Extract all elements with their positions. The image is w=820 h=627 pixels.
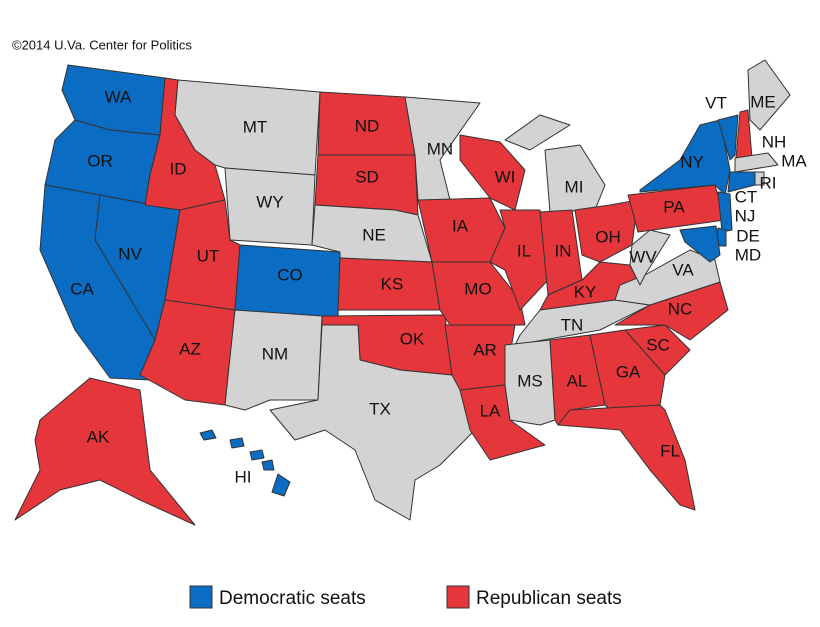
state-label: VA [672, 260, 694, 279]
state-label: RI [760, 173, 777, 192]
state-labels: WA OR CA NV ID MT WY UT CO AZ NM ND SD NE KS OK TX MN IA MO… [70, 87, 807, 486]
state-region [679, 225, 721, 263]
state-region [557, 404, 696, 511]
state-label: WA [105, 87, 132, 106]
state-label: CA [70, 279, 94, 298]
state-label: FL [660, 441, 680, 460]
state-label: ME [750, 92, 776, 111]
state-region [269, 324, 476, 521]
state-label: KY [574, 282, 597, 301]
state-label: IN [555, 241, 572, 260]
state-label: AZ [179, 339, 201, 358]
state-label: WI [495, 167, 516, 186]
state-label: IL [517, 241, 531, 260]
state-label: NH [762, 132, 787, 151]
state-label: MN [427, 139, 453, 158]
state-label: IA [452, 216, 469, 235]
state-region [629, 229, 671, 286]
state-region [727, 171, 756, 193]
state-region [639, 119, 731, 196]
state-label: MO [464, 279, 491, 298]
state-label: NJ [735, 206, 756, 225]
state-label: SC [646, 335, 670, 354]
state-label: KS [381, 274, 404, 293]
legend-swatch [189, 585, 213, 609]
legend-label: Democratic seats [219, 588, 366, 609]
state-label: NV [118, 244, 142, 263]
state-region [717, 191, 733, 233]
state-label: NY [680, 152, 704, 171]
state-region [14, 377, 196, 526]
state-region [614, 249, 721, 306]
state-label: NE [362, 225, 386, 244]
states [14, 59, 791, 526]
state-label: TX [369, 399, 391, 418]
copyright: ©2014 U.Va. Center for Politics [12, 37, 192, 52]
legend-label: Republican seats [476, 588, 622, 609]
state-label: MA [781, 151, 807, 170]
state-region [229, 437, 245, 449]
state-region [747, 59, 791, 131]
state-label: SD [355, 167, 379, 186]
state-label: AR [473, 340, 497, 359]
state-label: LA [480, 401, 501, 420]
state-label: MI [565, 177, 584, 196]
state-region [624, 324, 691, 376]
state-region [249, 449, 265, 461]
state-label: AL [567, 371, 588, 390]
state-label: WV [629, 247, 657, 266]
state-label: HI [235, 467, 252, 486]
state-label: GA [616, 362, 641, 381]
state-region [261, 459, 275, 471]
state-label: PA [663, 197, 685, 216]
state-region [504, 114, 571, 151]
state-label: TN [561, 315, 584, 334]
legend: Democratic seats Republican seats [189, 585, 622, 609]
state-label: ID [170, 159, 187, 178]
state-label: AK [87, 427, 110, 446]
state-label: NM [262, 344, 288, 363]
state-label: CO [277, 265, 303, 284]
state-label: MD [735, 245, 761, 264]
state-region [271, 473, 291, 497]
state-label: OH [595, 227, 621, 246]
state-label: OR [87, 151, 113, 170]
state-region [544, 144, 606, 213]
legend-swatch [446, 585, 470, 609]
state-label: WY [256, 192, 283, 211]
state-label: UT [197, 246, 220, 265]
state-label: MT [243, 117, 268, 136]
state-region [734, 152, 779, 173]
state-region [717, 114, 739, 161]
state-label: ND [355, 116, 380, 135]
state-label: DE [736, 226, 760, 245]
state-label: NC [668, 299, 693, 318]
state-label: VT [705, 93, 727, 112]
state-label: MS [517, 371, 543, 390]
state-label: CT [735, 187, 758, 206]
state-region [199, 429, 217, 441]
state-label: OK [400, 329, 425, 348]
